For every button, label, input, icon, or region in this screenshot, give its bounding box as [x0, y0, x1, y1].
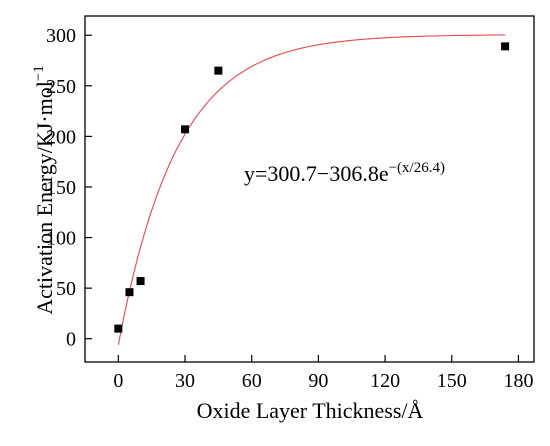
- y-tick-label: 150: [46, 177, 76, 199]
- x-tick-label: 150: [437, 370, 467, 392]
- data-points: [114, 42, 510, 333]
- plot-frame: [84, 15, 535, 363]
- y-tick-label: 300: [46, 25, 76, 47]
- x-axis-label: Oxide Layer Thickness/Å: [197, 398, 424, 423]
- fit-curve: [117, 34, 506, 346]
- y-tick-label: 0: [66, 329, 76, 351]
- x-axis-ticks: 0 30 60 90 120 150 180: [113, 355, 533, 392]
- x-tick-label: 60: [242, 370, 262, 392]
- y-tick-label: 50: [56, 278, 76, 300]
- x-tick-label: 90: [308, 370, 328, 392]
- y-axis-label: Activation Energy/KJ·mol−1: [31, 65, 57, 315]
- y-tick-label: 250: [46, 76, 76, 98]
- fit-equation: y=300.7−306.8e−(x/26.4): [244, 160, 445, 186]
- data-point: [125, 288, 134, 297]
- data-point: [214, 66, 223, 75]
- x-tick-label: 180: [503, 370, 533, 392]
- y-tick-label: 100: [46, 228, 76, 250]
- data-point: [501, 42, 510, 51]
- data-point: [181, 125, 190, 134]
- x-tick-label: 30: [175, 370, 195, 392]
- x-tick-label: 0: [113, 370, 123, 392]
- data-point: [136, 277, 145, 286]
- x-tick-label: 120: [370, 370, 400, 392]
- y-axis-ticks: 0 50 100 150 200 250 300: [46, 25, 92, 351]
- y-tick-label: 200: [46, 126, 76, 148]
- data-point: [114, 324, 123, 333]
